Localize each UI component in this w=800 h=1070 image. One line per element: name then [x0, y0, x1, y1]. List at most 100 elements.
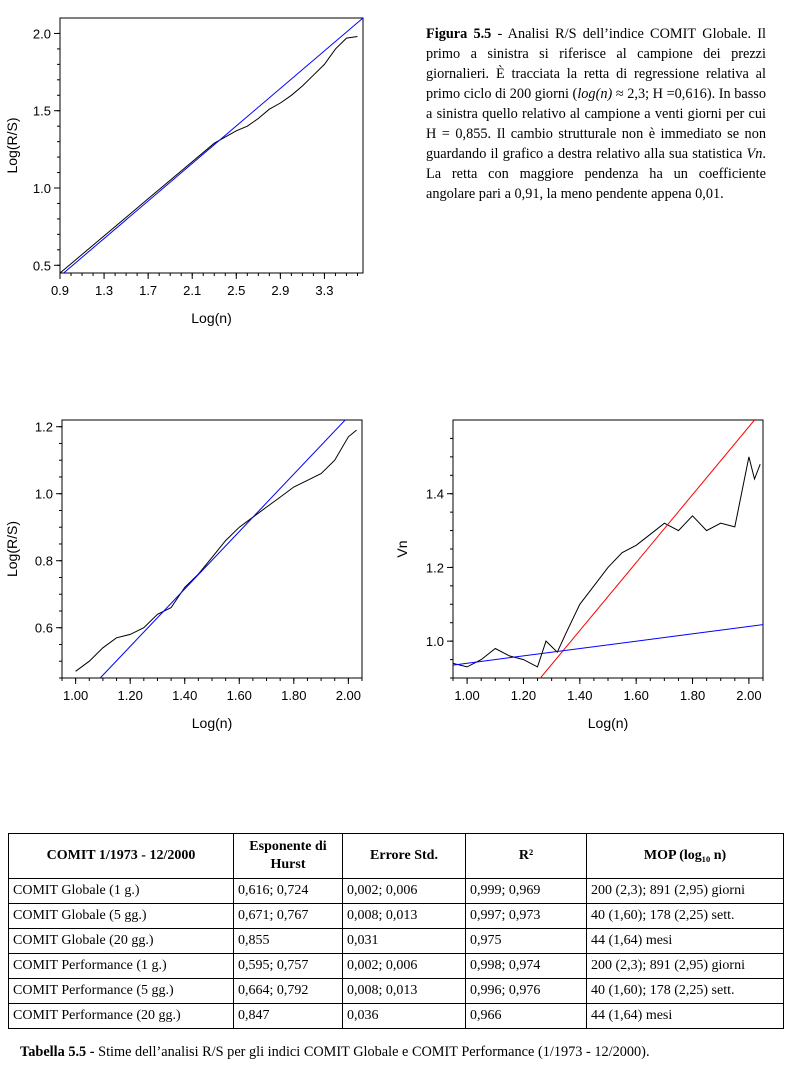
table-label: Tabella 5.5 -	[20, 1044, 95, 1060]
results-table: COMIT 1/1973 - 12/2000 Esponente di Hurs…	[8, 833, 784, 1029]
series-line-0	[60, 36, 358, 273]
y-tick-label: 1.5	[33, 104, 51, 119]
header-r2: R²	[465, 833, 587, 879]
mop-cell: 200 (2,3); 891 (2,95) giorni	[586, 953, 784, 979]
r2-cell: 0,975	[465, 928, 587, 954]
chart-rs-daily: 0.9 1.3 1.7 2.1 2.5 2.9 3.3 0.5 1.0 1.5 2.0 Log(n) L…	[4, 17, 364, 326]
table-caption: Tabella 5.5 - Stime dell’analisi R/S per…	[20, 1044, 650, 1061]
caption-comit: COMIT	[650, 26, 697, 42]
x-tick-label: 1.80	[281, 688, 306, 703]
plot-frame	[61, 419, 363, 679]
x-tick-label: 2.1	[183, 283, 201, 298]
y-tick-label: 1.2	[426, 560, 444, 575]
table-header-row: COMIT 1/1973 - 12/2000 Esponente di Hurs…	[8, 833, 784, 879]
x-tick-label: 1.3	[95, 283, 113, 298]
caption-text-3: ≈ 2,3; H =0,616). In basso a sinistra qu…	[426, 86, 766, 162]
x-tick-label: 2.9	[271, 283, 289, 298]
hurst-cell: 0,595; 0,757	[233, 953, 343, 979]
x-tick-label: 1.20	[118, 688, 143, 703]
y-axis-label: Vn	[394, 540, 410, 557]
chart-rs-20day: 1.00 1.20 1.40 1.60 1.80 2.00 0.6 0.8 1.0 1.2 Log(…	[4, 419, 363, 731]
r2-cell: 0,996; 0,976	[465, 978, 587, 1004]
table-row: COMIT Performance (20 gg.) 0,847 0,036 0,96…	[8, 1003, 784, 1029]
x-tick-label: 2.5	[227, 283, 245, 298]
y-tick-label: 0.6	[35, 621, 53, 636]
series-line-0	[75, 429, 357, 672]
header-index: COMIT 1/1973 - 12/2000	[8, 833, 234, 879]
y-tick-label: 1.0	[33, 181, 51, 196]
std-error-cell: 0,036	[342, 1003, 466, 1029]
x-axis-label: Log(n)	[588, 715, 628, 731]
std-error-cell: 0,002; 0,006	[342, 953, 466, 979]
x-tick-label: 1.20	[511, 688, 536, 703]
x-tick-label: 2.00	[736, 688, 761, 703]
header-hurst-label: Esponente di Hurst	[249, 839, 327, 872]
caption-text-4: . La retta con maggiore pendenza ha un c…	[426, 146, 766, 202]
mop-cell: 40 (1,60); 178 (2,25) sett.	[586, 978, 784, 1004]
table-row: COMIT Globale (20 gg.) 0,855 0,031 0,975 44 …	[8, 928, 784, 954]
hurst-cell: 0,616; 0,724	[233, 878, 343, 904]
r2-cell: 0,998; 0,974	[465, 953, 587, 979]
y-tick-label: 2.0	[33, 26, 51, 41]
y-tick-label: 1.2	[35, 420, 53, 435]
index-cell: COMIT Performance (5 gg.)	[8, 978, 234, 1004]
table-caption-text: Stime dell’analisi R/S per gli indici CO…	[94, 1044, 650, 1060]
y-tick-label: 1.0	[35, 487, 53, 502]
index-cell: COMIT Performance (1 g.)	[8, 953, 234, 979]
y-tick-label: 1.4	[426, 487, 444, 502]
index-cell: COMIT Globale (20 gg.)	[8, 928, 234, 954]
header-std-error: Errore Std.	[342, 833, 466, 879]
index-cell: COMIT Globale (1 g.)	[8, 878, 234, 904]
x-tick-label: 1.60	[227, 688, 252, 703]
x-tick-label: 0.9	[51, 283, 69, 298]
hurst-cell: 0,847	[233, 1003, 343, 1029]
x-axis-label: Log(n)	[191, 310, 231, 326]
caption-logn: log(n)	[577, 86, 613, 102]
index-cell: COMIT Performance (20 gg.)	[8, 1003, 234, 1029]
hurst-cell: 0,855	[233, 928, 343, 954]
r2-cell: 0,999; 0,969	[465, 878, 587, 904]
hurst-cell: 0,671; 0,767	[233, 903, 343, 929]
series-line-1	[99, 420, 346, 678]
y-tick-label: 0.5	[33, 258, 51, 273]
table-row: COMIT Performance (1 g.) 0,595; 0,757 0,00…	[8, 953, 784, 979]
series-line-2	[453, 624, 763, 666]
mop-cell: 40 (1,60); 178 (2,25) sett.	[586, 903, 784, 929]
caption-text-1: - Analisi R/S dell’indice	[491, 26, 651, 42]
x-tick-label: 1.80	[680, 688, 705, 703]
series-line-1	[540, 420, 755, 678]
mop-cell: 200 (2,3); 891 (2,95) giorni	[586, 878, 784, 904]
r2-cell: 0,997; 0,973	[465, 903, 587, 929]
table-row: COMIT Globale (5 gg.) 0,671; 0,767 0,008; …	[8, 903, 784, 929]
plot-frame	[59, 17, 364, 274]
mop-cell: 44 (1,64) mesi	[586, 928, 784, 954]
x-tick-label: 1.7	[139, 283, 157, 298]
index-cell: COMIT Globale (5 gg.)	[8, 903, 234, 929]
caption-vn: Vn	[746, 146, 763, 162]
x-tick-label: 1.00	[454, 688, 479, 703]
x-tick-label: 1.60	[624, 688, 649, 703]
x-tick-label: 1.40	[567, 688, 592, 703]
series-line-1	[62, 18, 363, 273]
chart-vn-statistic: 1.00 1.20 1.40 1.60 1.80 2.00 1.0 1.2 1.4 Log(n) V…	[394, 419, 764, 731]
x-tick-label: 3.3	[315, 283, 333, 298]
y-axis-label: Log(R/S)	[4, 521, 20, 577]
std-error-cell: 0,008; 0,013	[342, 978, 466, 1004]
y-tick-label: 0.8	[35, 554, 53, 569]
table-body: COMIT Globale (1 g.) 0,616; 0,724 0,002; 0…	[8, 878, 784, 1029]
y-tick-label: 1.0	[426, 634, 444, 649]
header-hurst: Esponente di Hurst	[233, 833, 343, 879]
x-tick-label: 1.40	[172, 688, 197, 703]
table-row: COMIT Globale (1 g.) 0,616; 0,724 0,002; 0…	[8, 878, 784, 904]
std-error-cell: 0,008; 0,013	[342, 903, 466, 929]
figure-caption: Figura 5.5 - Analisi R/S dell’indice COM…	[426, 24, 766, 204]
mop-cell: 44 (1,64) mesi	[586, 1003, 784, 1029]
header-mop: MOP (log₁₀ n)	[586, 833, 784, 879]
std-error-cell: 0,002; 0,006	[342, 878, 466, 904]
r2-cell: 0,966	[465, 1003, 587, 1029]
series-line-0	[453, 456, 761, 668]
y-axis-label: Log(R/S)	[4, 117, 20, 173]
plot-frame	[452, 419, 764, 679]
std-error-cell: 0,031	[342, 928, 466, 954]
hurst-cell: 0,664; 0,792	[233, 978, 343, 1004]
